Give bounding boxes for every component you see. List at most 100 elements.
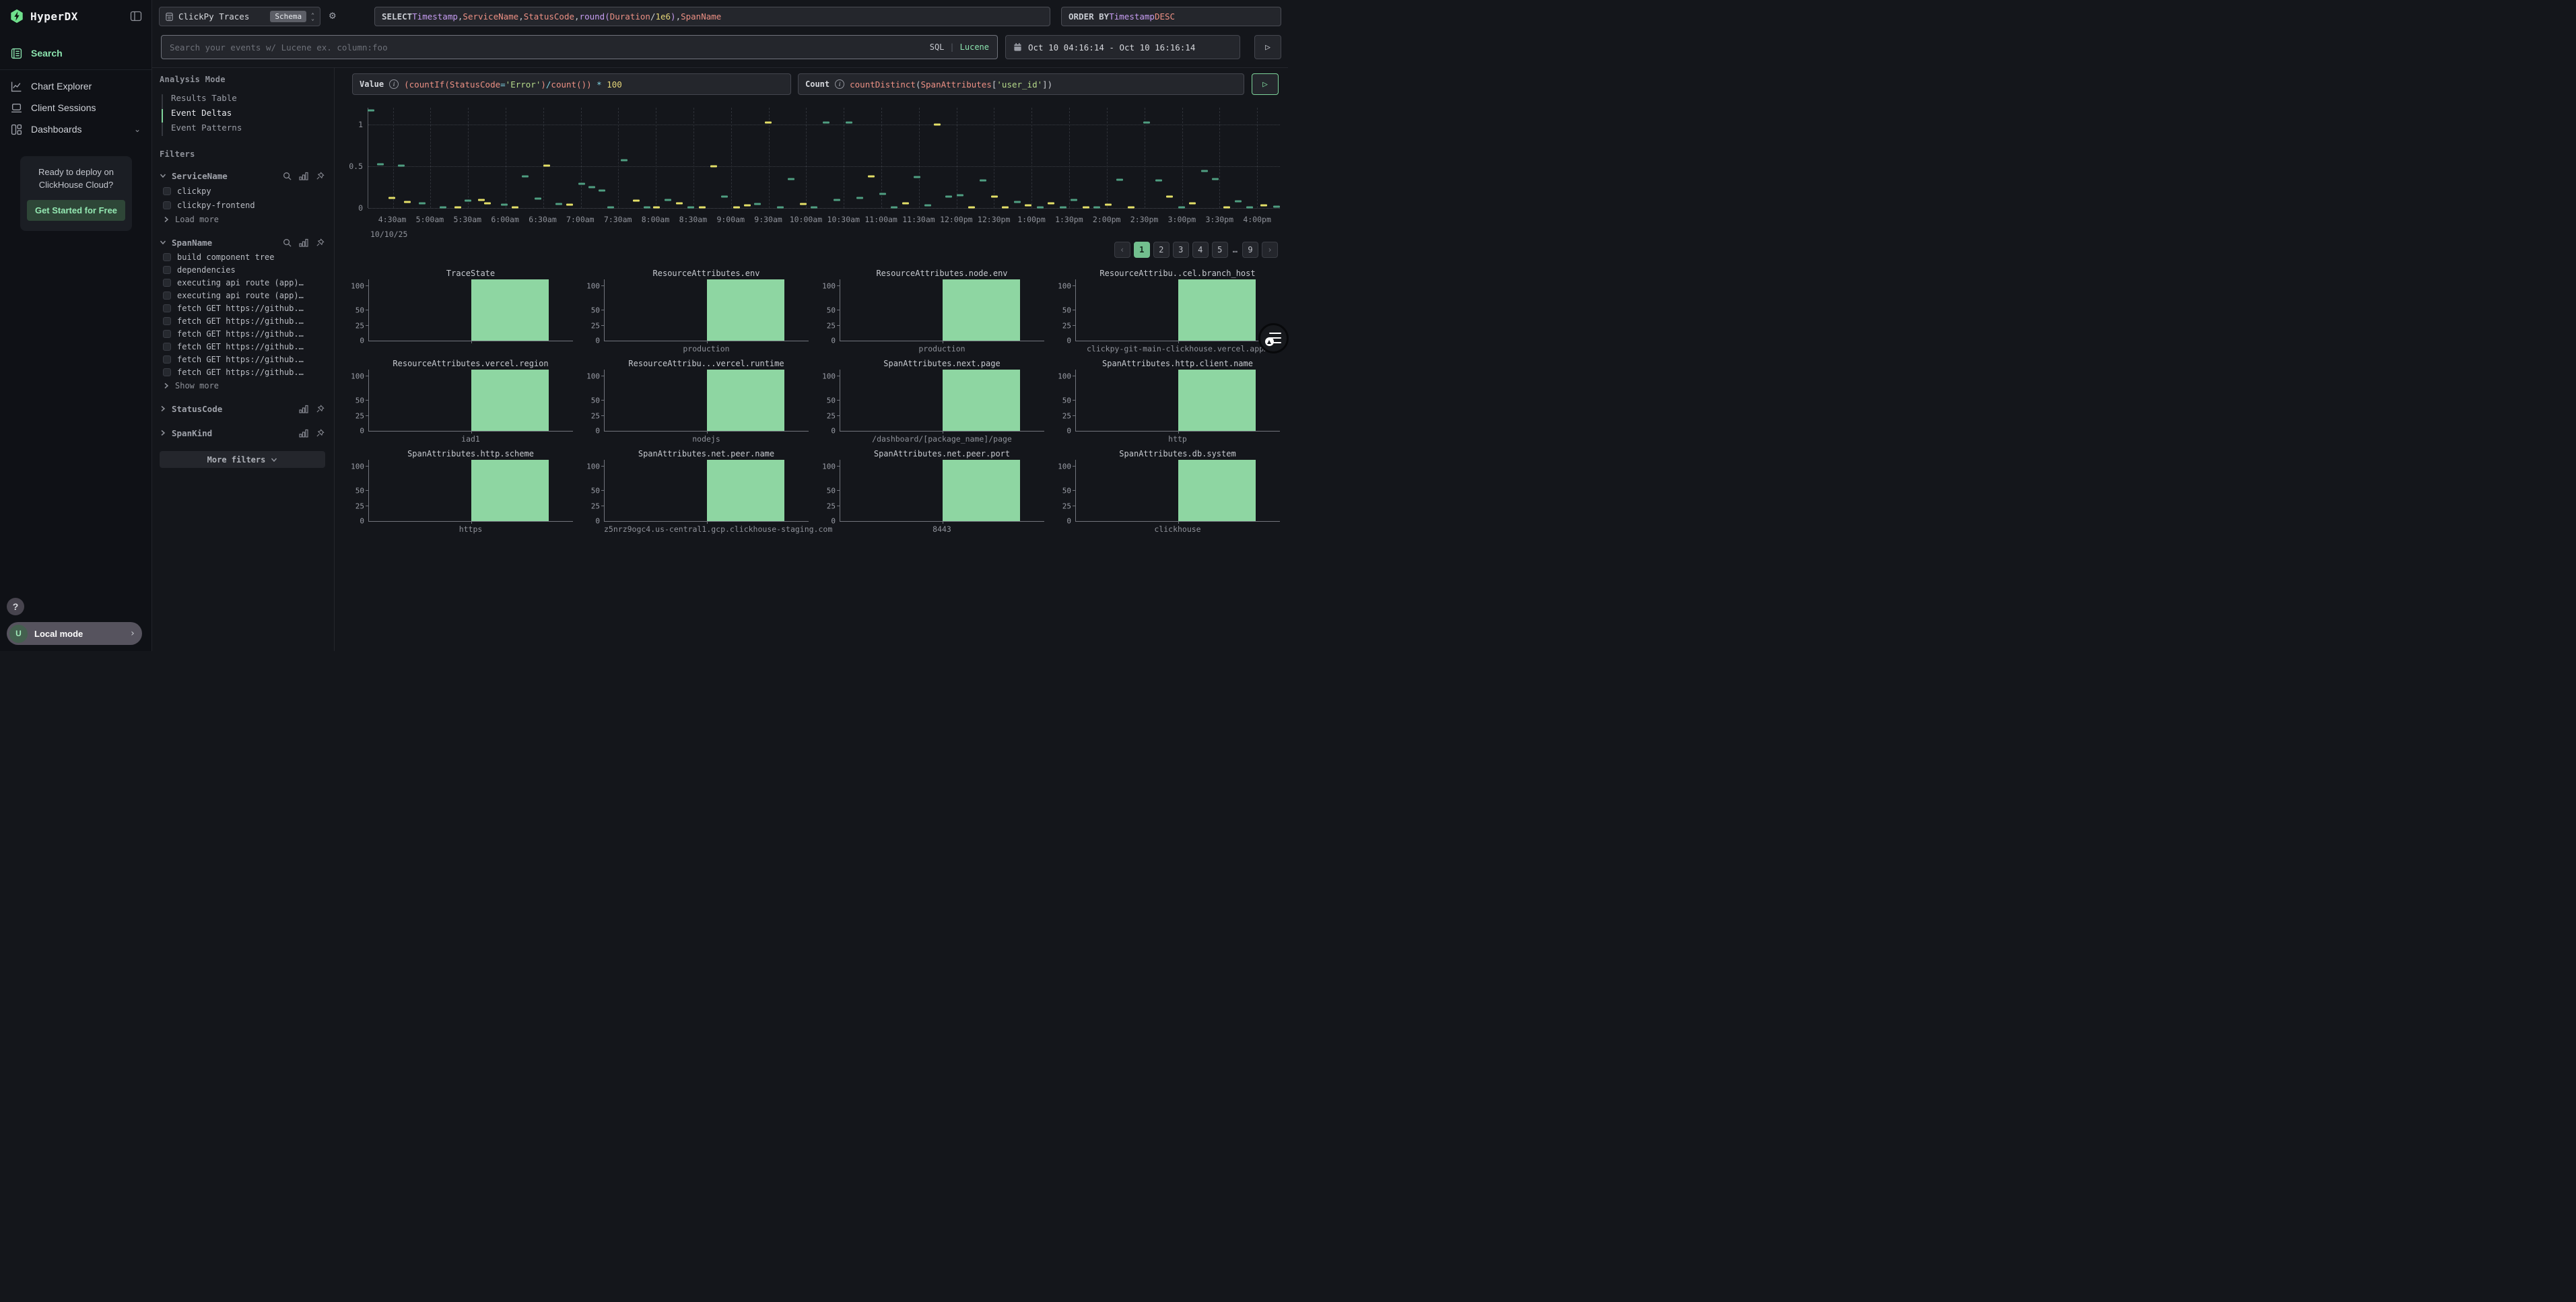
- delta-chart-plot[interactable]: [368, 108, 1280, 208]
- mode-toggle-sql[interactable]: SQL: [930, 42, 945, 52]
- pagination-page-2[interactable]: 2: [1153, 242, 1170, 258]
- schema-badge: Schema: [270, 11, 306, 22]
- pin-icon[interactable]: [316, 429, 325, 438]
- checkbox[interactable]: [163, 343, 171, 351]
- checkbox[interactable]: [163, 266, 171, 274]
- code-token: SpanName: [681, 11, 721, 22]
- source-selector[interactable]: ClickPy Traces Schema ⌃⌄: [159, 7, 320, 26]
- gear-icon[interactable]: ⚙: [329, 9, 336, 22]
- y-tick-label: 0: [831, 517, 840, 526]
- more-filters-button[interactable]: More filters: [160, 451, 325, 468]
- bar-segment: [943, 460, 1020, 521]
- attribute-chart-plot[interactable]: 10050250: [840, 279, 1044, 341]
- user-menu[interactable]: U Local mode ›: [7, 622, 142, 645]
- checkbox[interactable]: [163, 317, 171, 325]
- run-search-button[interactable]: ▷: [1254, 35, 1281, 59]
- checkbox[interactable]: [163, 201, 171, 209]
- value-expression-input[interactable]: Value i (countIf(StatusCode='Error')/cou…: [352, 73, 791, 95]
- checkbox[interactable]: [163, 355, 171, 364]
- search-icon[interactable]: [283, 238, 292, 247]
- filter-checkbox-row[interactable]: fetch GET https://github.…: [163, 328, 325, 339]
- attribute-chart-plot[interactable]: 10050250: [840, 370, 1044, 432]
- get-started-button[interactable]: Get Started for Free: [27, 200, 125, 221]
- sidebar-item-dashboards[interactable]: Dashboards⌄: [0, 118, 151, 140]
- attribute-chart-plot[interactable]: 10050250: [368, 370, 573, 432]
- pagination-next[interactable]: ›: [1262, 242, 1278, 258]
- run-analysis-button[interactable]: ▷: [1252, 73, 1279, 95]
- checkbox[interactable]: [163, 279, 171, 287]
- filter-checkbox-row[interactable]: clickpy-frontend: [163, 199, 325, 211]
- sidebar-nav: Search Chart ExplorerClient SessionsDashb…: [0, 32, 151, 140]
- checkbox[interactable]: [163, 304, 171, 312]
- search-icon[interactable]: [283, 172, 292, 180]
- filter-checkbox-row[interactable]: clickpy: [163, 184, 325, 197]
- filter-checkbox-row[interactable]: fetch GET https://github.…: [163, 302, 325, 314]
- checkbox[interactable]: [163, 187, 171, 195]
- filter-checkbox-row[interactable]: executing api route (app)…: [163, 289, 325, 301]
- checkbox[interactable]: [163, 292, 171, 300]
- delta-data-point: [419, 203, 426, 205]
- attribute-chart-plot[interactable]: 10050250: [1075, 370, 1280, 432]
- bar-chart-icon[interactable]: [299, 172, 308, 180]
- checkbox[interactable]: [163, 253, 171, 261]
- attribute-chart-plot[interactable]: 10050250: [368, 460, 573, 522]
- pagination-prev[interactable]: ‹: [1114, 242, 1130, 258]
- filter-load-more[interactable]: Load more: [163, 213, 325, 226]
- x-tick-label: 1:30pm: [1055, 215, 1083, 224]
- attribute-chart-plot[interactable]: 10050250: [1075, 460, 1280, 522]
- analysis-mode-event-deltas[interactable]: Event Deltas: [171, 108, 325, 123]
- filter-checkbox-row[interactable]: fetch GET https://github.…: [163, 366, 325, 378]
- search-input[interactable]: Search your events w/ Lucene ex. column:…: [161, 35, 998, 59]
- analysis-mode-results-table[interactable]: Results Table: [171, 93, 325, 108]
- pagination-page-1[interactable]: 1: [1134, 242, 1150, 258]
- pagination-page-9[interactable]: 9: [1242, 242, 1258, 258]
- sidebar-item-client-sessions[interactable]: Client Sessions: [0, 97, 151, 118]
- analysis-mode-event-patterns[interactable]: Event Patterns: [171, 123, 325, 137]
- filter-group-header[interactable]: SpanName: [160, 235, 325, 250]
- order-by-input[interactable]: ORDER BY Timestamp DESC: [1061, 7, 1281, 26]
- date-range-picker[interactable]: Oct 10 04:16:14 - Oct 10 16:16:14: [1005, 35, 1240, 59]
- bar-chart-icon[interactable]: [299, 238, 308, 247]
- filter-show-more[interactable]: Show more: [163, 380, 325, 392]
- sql-select-input[interactable]: SELECT Timestamp, ServiceName, StatusCod…: [374, 7, 1050, 26]
- attribute-chart-plot[interactable]: 10050250: [604, 279, 809, 341]
- attribute-chart-plot[interactable]: 10050250: [604, 460, 809, 522]
- pagination-page-4[interactable]: 4: [1192, 242, 1209, 258]
- filter-group-header[interactable]: StatusCode: [160, 401, 325, 416]
- sidebar-item-search[interactable]: Search: [0, 42, 151, 64]
- attribute-chart-plot[interactable]: 10050250: [604, 370, 809, 432]
- checkbox[interactable]: [163, 368, 171, 376]
- filter-group-header[interactable]: SpanKind: [160, 425, 325, 440]
- filter-checkbox-row[interactable]: build component tree: [163, 251, 325, 263]
- filter-checkbox-row[interactable]: executing api route (app)…: [163, 277, 325, 288]
- attribute-chart-plot[interactable]: 10050250: [368, 279, 573, 341]
- pin-icon[interactable]: [316, 405, 325, 413]
- filter-checkbox-row[interactable]: fetch GET https://github.…: [163, 341, 325, 352]
- chevron-down-icon: [160, 239, 166, 246]
- pin-icon[interactable]: [316, 238, 325, 247]
- changelog-fab[interactable]: [1258, 323, 1289, 353]
- attribute-chart-plot[interactable]: 10050250: [840, 460, 1044, 522]
- filter-group-servicename: ServiceNameclickpy clickpy-frontend Load m…: [160, 168, 325, 226]
- help-button[interactable]: ?: [7, 598, 24, 615]
- bar-chart-icon[interactable]: [299, 405, 308, 413]
- mode-toggle-lucene[interactable]: Lucene: [960, 42, 989, 52]
- filter-group-header[interactable]: ServiceName: [160, 168, 325, 183]
- analysis-mode-label: Analysis Mode: [160, 75, 325, 84]
- delta-data-point: [1212, 178, 1219, 180]
- count-expression-input[interactable]: Count i countDistinct(SpanAttributes['us…: [798, 73, 1244, 95]
- value-expression: (countIf(StatusCode='Error')/count()) * …: [404, 79, 622, 90]
- filter-checkbox-row[interactable]: fetch GET https://github.…: [163, 353, 325, 365]
- pagination-page-3[interactable]: 3: [1173, 242, 1189, 258]
- checkbox[interactable]: [163, 330, 171, 338]
- sidebar-item-chart-explorer[interactable]: Chart Explorer: [0, 75, 151, 97]
- pin-icon[interactable]: [316, 172, 325, 180]
- attribute-chart-plot[interactable]: 10050250: [1075, 279, 1280, 341]
- filter-checkbox-row[interactable]: dependencies: [163, 264, 325, 275]
- bar-segment: [707, 279, 784, 341]
- filter-checkbox-row[interactable]: fetch GET https://github.…: [163, 315, 325, 327]
- sidebar-collapse-icon[interactable]: [130, 10, 142, 22]
- bar-chart-icon[interactable]: [299, 429, 308, 438]
- pagination-page-5[interactable]: 5: [1212, 242, 1228, 258]
- y-tick-label: 50: [591, 306, 605, 315]
